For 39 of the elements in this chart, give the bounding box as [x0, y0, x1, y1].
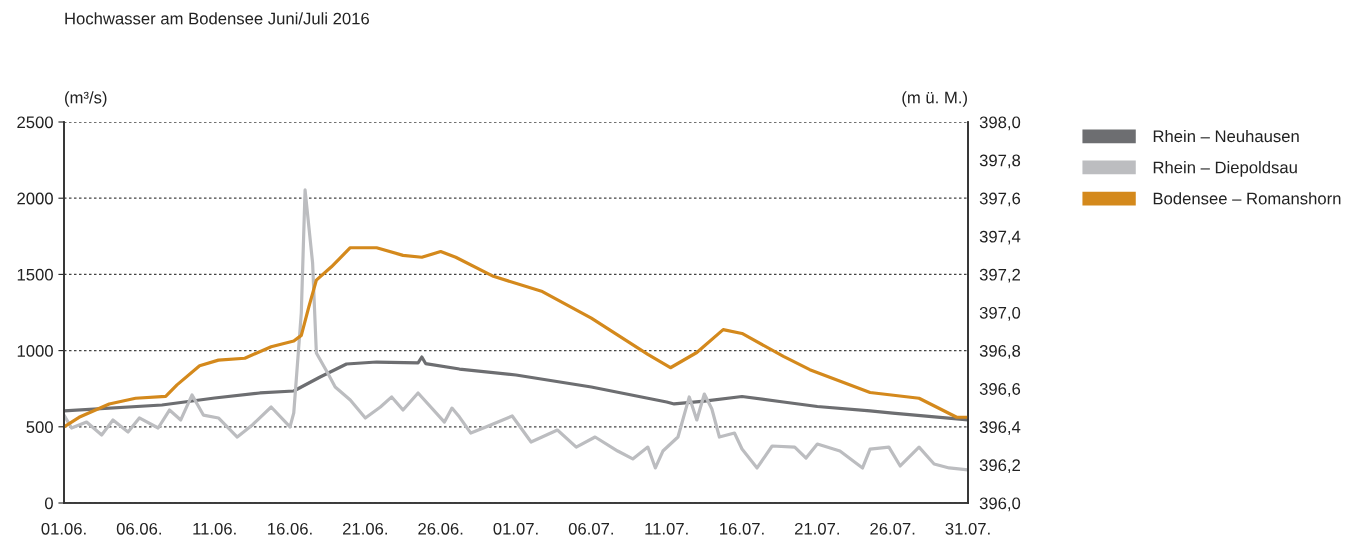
- y2-tick-label: 397,2: [979, 268, 1020, 283]
- chart-title: Hochwasser am Bodensee Juni/Juli 2016: [65, 12, 369, 25]
- x-tick-label: 11.06.: [193, 522, 236, 535]
- legend-label: Rhein – Neuhausen: [1153, 129, 1299, 143]
- y2-tick-label: 398,0: [979, 116, 1021, 131]
- x-tick-label: 21.07.: [795, 522, 839, 535]
- y2-tick-label: 396,4: [979, 421, 1021, 435]
- y2-tick-label: 397,0: [979, 306, 1021, 321]
- y2-tick-label: 397,4: [979, 230, 1021, 245]
- x-tick-label: 01.07.: [493, 522, 538, 535]
- x-tick-label: 06.07.: [568, 522, 613, 535]
- y-tick-label: 2000: [17, 192, 53, 205]
- y2-tick-label: 396,0: [979, 497, 1021, 512]
- y2-tick-label: 396,6: [979, 383, 1021, 397]
- y-tick-label: 1000: [17, 345, 53, 357]
- legend-label: Bodensee – Romanshorn: [1153, 192, 1341, 205]
- line-series: [64, 246, 968, 429]
- y2-tick-label: 397,6: [979, 192, 1021, 207]
- y-tick-label: 1500: [17, 268, 53, 281]
- line-series: [64, 355, 968, 422]
- y2-tick-label: 396,8: [979, 345, 1021, 359]
- line-series: [64, 188, 968, 472]
- x-tick-label: 06.06.: [116, 522, 161, 535]
- legend-label: Rhein – Diepoldsau: [1153, 161, 1297, 177]
- x-tick-label: 26.06.: [418, 522, 463, 535]
- x-tick-label: 26.07.: [870, 522, 915, 535]
- x-tick-label: 16.06.: [268, 522, 312, 535]
- x-tick-label: 11.07.: [645, 522, 688, 535]
- y2-tick-label: 396,2: [979, 459, 1020, 474]
- x-tick-label: 31.07.: [945, 522, 990, 535]
- y-tick-label: 500: [26, 421, 53, 433]
- y-axis-title: (m³/s): [65, 91, 107, 107]
- x-tick-label: 21.06.: [343, 522, 387, 535]
- x-tick-label: 16.07.: [720, 522, 764, 535]
- y-tick-label: 0: [44, 497, 53, 510]
- x-tick-label: 01.06.: [41, 522, 86, 535]
- y2-axis-title: (m ü. M.): [902, 91, 967, 107]
- y2-tick-label: 397,8: [979, 154, 1021, 169]
- y-tick-label: 2500: [17, 116, 53, 129]
